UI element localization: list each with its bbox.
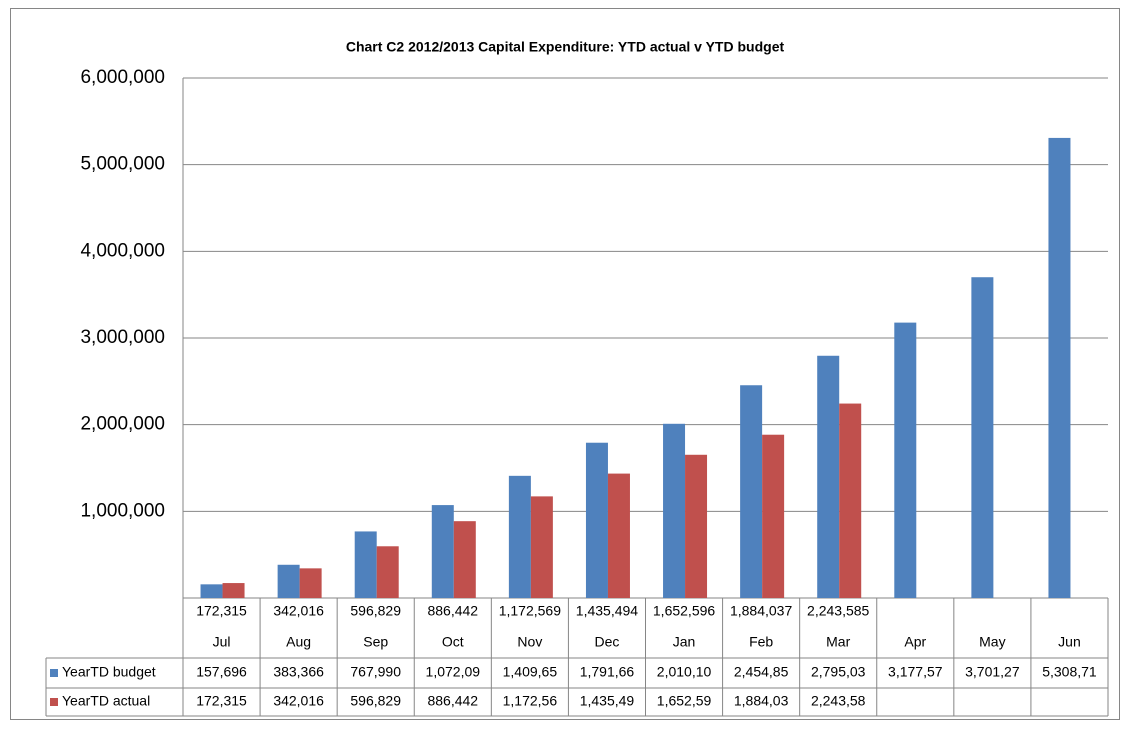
x-tick-label: Jul: [213, 634, 231, 650]
y-tick-label: 1,000,000: [80, 500, 165, 521]
table-value: 3,701,27: [965, 664, 1020, 680]
table-value: 1,072,09: [426, 664, 481, 680]
y-tick-label: 5,000,000: [80, 154, 165, 175]
x-tick-label: Nov: [517, 634, 542, 650]
bar: [299, 568, 322, 598]
table-value: 1,172,56: [503, 693, 558, 709]
x-tick-label-top: 1,652,596: [653, 603, 715, 619]
table-value: 3,177,57: [888, 664, 943, 680]
x-tick-label: Oct: [442, 634, 464, 650]
bar: [508, 475, 531, 598]
table-value: 1,652,59: [657, 693, 712, 709]
legend-label: YearTD actual: [62, 693, 150, 709]
x-tick-label: Dec: [595, 634, 620, 650]
x-tick-label-top: 1,172,569: [499, 603, 561, 619]
legend-label: YearTD budget: [62, 664, 156, 680]
bar: [530, 496, 553, 598]
bar: [663, 423, 686, 598]
table-value: 1,435,49: [580, 693, 635, 709]
x-tick-label: Apr: [904, 634, 926, 650]
legend-key: [50, 698, 58, 706]
table-value: 1,409,65: [503, 664, 558, 680]
x-tick-label: Jan: [673, 634, 696, 650]
bar: [762, 434, 785, 598]
legend-key: [50, 669, 58, 677]
table-value: 1,791,66: [580, 664, 635, 680]
x-tick-label-top: 886,442: [427, 603, 478, 619]
table-value: 2,010,10: [657, 664, 712, 680]
bar: [817, 355, 840, 598]
x-tick-label-top: 1,435,494: [576, 603, 638, 619]
x-tick-label-top: 172,315: [196, 603, 247, 619]
x-tick-label: Feb: [749, 634, 773, 650]
y-tick-label: 6,000,000: [80, 67, 165, 88]
table-value: 767,990: [350, 664, 401, 680]
table-value: 157,696: [196, 664, 247, 680]
bar: [740, 385, 763, 598]
bar: [277, 564, 300, 598]
chart-border: [10, 8, 1120, 720]
bar: [200, 584, 223, 598]
table-value: 2,243,58: [811, 693, 866, 709]
bar: [431, 505, 454, 598]
bar: [376, 546, 399, 598]
bar: [222, 583, 245, 598]
x-tick-label-top: 1,884,037: [730, 603, 792, 619]
x-tick-label: May: [979, 634, 1005, 650]
table-value: 886,442: [427, 693, 478, 709]
table-value: 5,308,71: [1042, 664, 1097, 680]
bar: [685, 454, 708, 598]
x-tick-label: Mar: [826, 634, 850, 650]
bar: [607, 473, 630, 598]
table-value: 342,016: [273, 693, 324, 709]
table-value: 2,454,85: [734, 664, 789, 680]
x-tick-label: Aug: [286, 634, 311, 650]
table-value: 383,366: [273, 664, 324, 680]
x-tick-label-top: 2,243,585: [807, 603, 869, 619]
x-tick-label: Sep: [363, 634, 388, 650]
x-tick-label-top: 596,829: [350, 603, 401, 619]
x-tick-label-top: 342,016: [273, 603, 324, 619]
bar: [585, 442, 608, 598]
bar: [971, 277, 994, 598]
table-value: 2,795,03: [811, 664, 866, 680]
table-value: 1,884,03: [734, 693, 789, 709]
y-tick-label: 4,000,000: [80, 240, 165, 261]
table-value: 172,315: [196, 693, 247, 709]
bar: [1048, 137, 1071, 598]
y-tick-label: 3,000,000: [80, 327, 165, 348]
chart-title: Chart C2 2012/2013 Capital Expenditure: …: [346, 39, 785, 55]
x-tick-label: Jun: [1058, 634, 1081, 650]
bar: [354, 531, 377, 598]
bar: [894, 322, 917, 598]
y-tick-label: 2,000,000: [80, 414, 165, 435]
bar: [839, 403, 862, 598]
table-value: 596,829: [350, 693, 401, 709]
bar: [453, 521, 476, 598]
